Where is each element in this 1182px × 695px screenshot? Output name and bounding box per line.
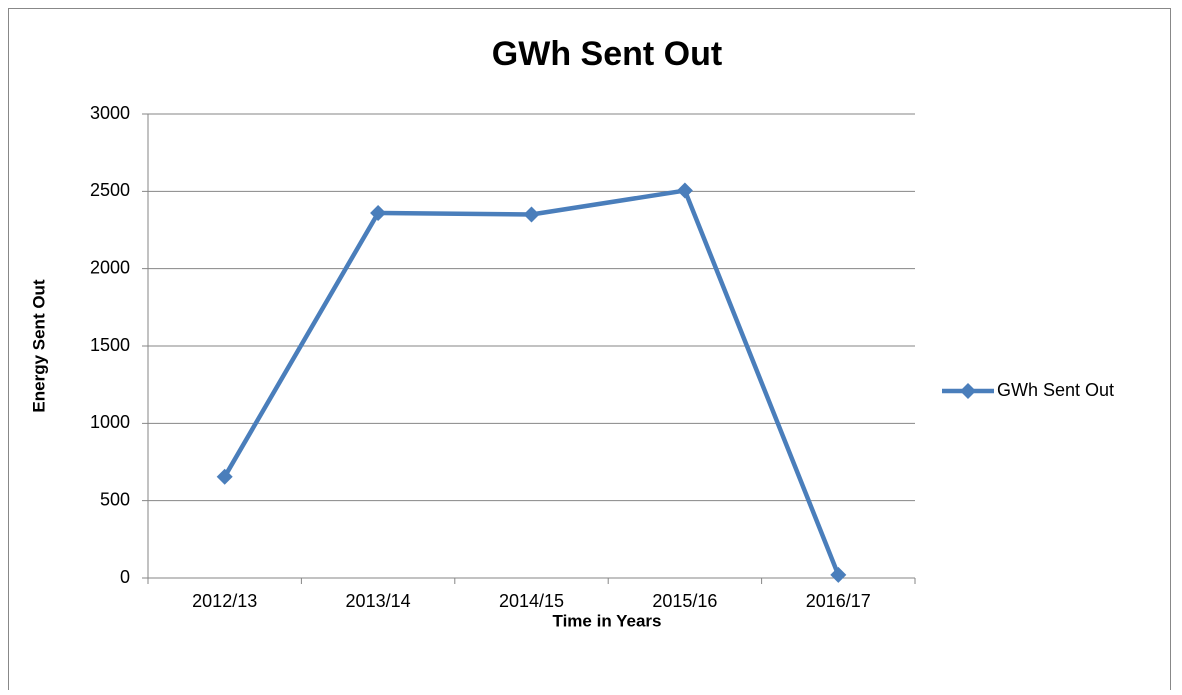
y-tick-label: 1500 xyxy=(90,335,130,355)
series-line xyxy=(222,188,841,576)
legend-label: GWh Sent Out xyxy=(997,380,1114,400)
x-tick-label: 2013/14 xyxy=(346,591,411,611)
y-tick-label: 2000 xyxy=(90,257,130,277)
legend-marker xyxy=(960,383,976,399)
y-axis-label: Energy Sent Out xyxy=(29,279,48,413)
x-axis-label: Time in Years xyxy=(553,611,662,630)
x-tick-label: 2012/13 xyxy=(192,591,257,611)
data-point xyxy=(370,204,387,221)
y-tick-label: 500 xyxy=(100,489,130,509)
data-point xyxy=(676,182,693,199)
y-tick-label: 2500 xyxy=(90,180,130,200)
data-point xyxy=(523,206,540,223)
data-point xyxy=(216,468,233,485)
x-tick-label: 2015/16 xyxy=(652,591,717,611)
chart-frame xyxy=(8,8,1171,695)
y-tick-label: 1000 xyxy=(90,412,130,432)
x-tick-label: 2014/15 xyxy=(499,591,564,611)
y-tick-label: 0 xyxy=(120,567,130,587)
data-point xyxy=(830,566,847,583)
x-tick-label: 2016/17 xyxy=(806,591,871,611)
chart-title: GWh Sent Out xyxy=(492,35,722,73)
y-tick-label: 3000 xyxy=(90,103,130,123)
